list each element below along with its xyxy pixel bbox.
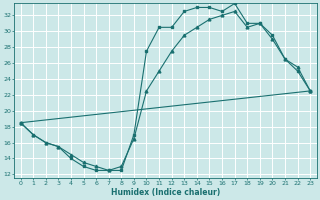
X-axis label: Humidex (Indice chaleur): Humidex (Indice chaleur) [111,188,220,197]
